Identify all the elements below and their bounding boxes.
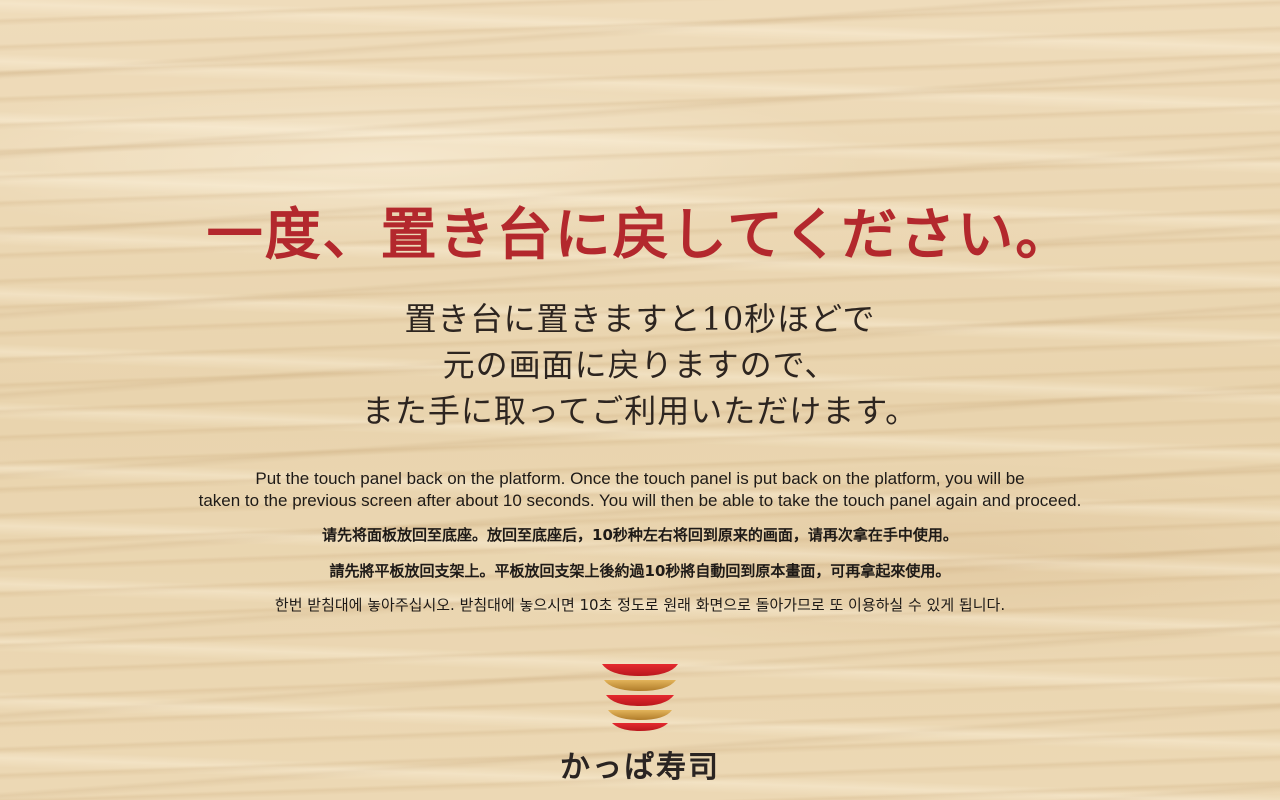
instructions-japanese: 置き台に置きますと10秒ほどで 元の画面に戻りますので、 また手に取ってご利用い…: [0, 296, 1280, 434]
instructions-japanese-line-3: また手に取ってご利用いただけます。: [361, 392, 919, 430]
instructions-chinese-traditional: 請先將平板放回支架上。平板放回支架上後約過10秒將自動回到原本畫面，可再拿起來使…: [329, 562, 951, 580]
instructions-korean: 한번 받침대에 놓아주십시오. 받침대에 놓으시면 10초 정도로 원래 화면으…: [274, 596, 1006, 614]
brand-name: かっぱ寿司: [560, 750, 720, 785]
instructions-english: Put the touch panel back on the platform…: [40, 468, 1240, 512]
sushi-plate-stack-icon: [602, 664, 678, 731]
headline: 一度、置き台に戻してください。: [206, 202, 1074, 268]
instructions-chinese-simplified: 请先将面板放回至底座。放回至底座后，10秒种左右将回到原来的画面，请再次拿在手中…: [322, 526, 958, 544]
instructions-japanese-line-1: 置き台に置きますと10秒ほどで: [404, 300, 876, 338]
instructions-japanese-line-2: 元の画面に戻りますので、: [442, 346, 838, 384]
instructions-english-line-2: taken to the previous screen after about…: [198, 491, 1082, 510]
instructions-english-line-1: Put the touch panel back on the platform…: [255, 469, 1025, 488]
brand-logo: かっぱ寿司: [540, 660, 740, 790]
